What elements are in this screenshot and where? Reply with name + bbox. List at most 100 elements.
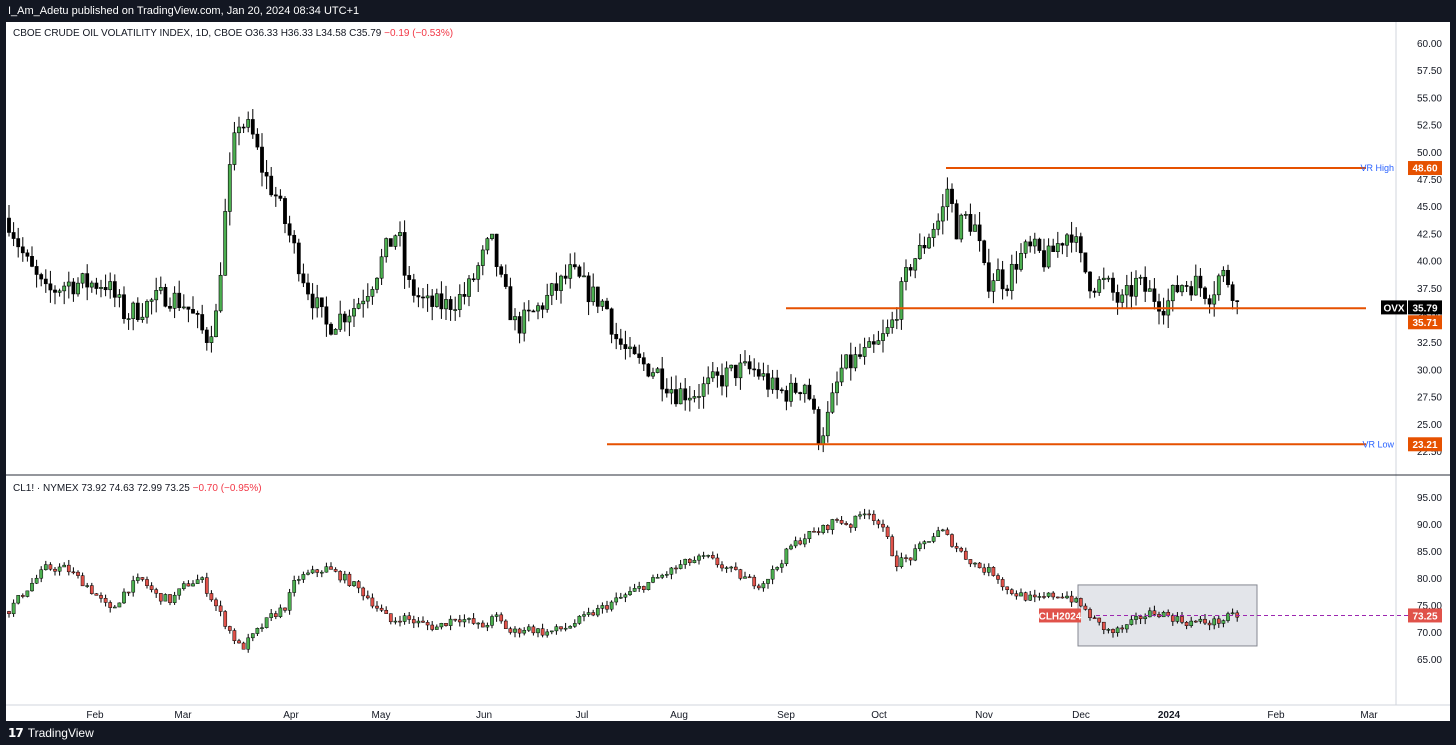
upper-legend-symbol: CBOE CRUDE OIL VOLATILITY INDEX, 1D, CBO… xyxy=(13,28,243,39)
cl-candle-body xyxy=(756,585,761,589)
upper-legend: CBOE CRUDE OIL VOLATILITY INDEX, 1D, CBO… xyxy=(13,28,453,39)
ovx-candle-body xyxy=(531,310,536,313)
ovx-candle-body xyxy=(315,297,320,309)
cl-candle-body xyxy=(996,575,1000,580)
ovx-candle-body xyxy=(1042,250,1046,268)
ovx-candle-body xyxy=(200,314,205,331)
ovx-candle-body xyxy=(1216,275,1221,296)
ovx-candle-body xyxy=(434,293,439,307)
ovx-candle-body xyxy=(411,279,416,296)
cl-candle-body xyxy=(683,558,688,565)
ovx-candle-body xyxy=(365,296,370,302)
cl-candle-body xyxy=(99,595,103,599)
cl-candle-body xyxy=(145,579,149,586)
ovx-candle-body xyxy=(145,301,149,318)
ovx-candle-body xyxy=(908,267,913,271)
ovx-candle-body xyxy=(301,273,306,284)
level-price-tag xyxy=(1408,437,1442,452)
ovx-candle-body xyxy=(126,318,131,320)
cl-candle-body xyxy=(370,597,375,607)
ovx-candle-body xyxy=(62,285,67,292)
ovx-candle-body xyxy=(462,294,467,297)
ovx-candle-body xyxy=(48,283,53,291)
ovx-last-price-tag-text: 35.79 xyxy=(1412,303,1437,314)
cl-candle-body xyxy=(779,563,784,568)
level-price-tag-text: 48.60 xyxy=(1412,164,1437,175)
x-tick: Aug xyxy=(670,710,688,721)
ovx-candle-body xyxy=(1230,284,1235,301)
cl-candle-body xyxy=(1138,616,1143,620)
cl-last-price-tag-text: 73.25 xyxy=(1412,611,1437,622)
ovx-candle-body xyxy=(1101,277,1106,280)
tradingview-logo[interactable]: 17 TradingView xyxy=(8,721,94,745)
ovx-candle-body xyxy=(715,371,720,376)
ovx-candle-body xyxy=(586,275,591,303)
ovx-candle-body xyxy=(761,373,766,377)
cl-candle-body xyxy=(490,616,494,626)
cl-candle-body xyxy=(1009,589,1014,594)
ovx-candle-body xyxy=(986,262,991,292)
upper-y-tick: 60.00 xyxy=(1417,39,1442,50)
cl-candle-body xyxy=(66,564,71,573)
ovx-candle-body xyxy=(158,287,163,291)
cl-candle-body xyxy=(296,579,301,581)
ovx-candle-body xyxy=(793,382,798,393)
ovx-candle-body xyxy=(871,341,876,345)
ovx-candle-body xyxy=(595,286,600,307)
cl-candle-body xyxy=(324,566,329,573)
cl-candle-body xyxy=(16,595,21,604)
ovx-candle-body xyxy=(181,306,186,309)
cl-candle-body xyxy=(471,618,476,624)
cl-candle-body xyxy=(1060,596,1065,599)
ovx-candle-body xyxy=(692,396,697,399)
ovx-candle-body xyxy=(140,316,145,320)
publish-text: I_Am_Adetu published on TradingView.com,… xyxy=(8,5,360,17)
ovx-candle-body xyxy=(30,256,34,267)
ovx-candle-body xyxy=(812,398,816,410)
cl-candle-body xyxy=(945,529,950,535)
ovx-candle-body xyxy=(697,396,701,398)
cl-candle-body xyxy=(890,536,895,557)
cl-candle-body xyxy=(1147,610,1152,618)
cl-candle-body xyxy=(1037,596,1042,598)
ovx-candle-body xyxy=(76,282,80,295)
level-price-tag xyxy=(1408,161,1442,176)
cl-candle-body xyxy=(637,586,642,589)
cl-candle-body xyxy=(600,605,605,609)
ovx-candle-body xyxy=(85,273,90,288)
chart-frame: 60.00 57.50 55.00 52.50 50.00 47.50 45.00 42.50… xyxy=(0,22,1456,721)
cl-candle-body xyxy=(793,540,798,547)
cl-candle-body xyxy=(25,590,30,597)
ovx-candle-body xyxy=(835,381,839,394)
ovx-candle-body xyxy=(867,341,872,348)
cl-candle-body xyxy=(117,602,122,608)
cl-candle-body xyxy=(618,596,623,599)
cl-candle-body xyxy=(582,614,586,617)
cl-candle-body xyxy=(1221,620,1226,624)
ovx-candle-body xyxy=(168,305,172,309)
ovx-candle-body xyxy=(361,300,366,305)
upper-y-tick: 25.00 xyxy=(1417,420,1442,431)
upper-legend-open: O36.33 xyxy=(245,28,278,39)
ovx-candle-body xyxy=(439,293,444,310)
cl-candle-body xyxy=(885,526,890,537)
ovx-candle-body xyxy=(747,361,752,370)
cl-candle-body xyxy=(1055,596,1060,599)
cl-candle-body xyxy=(1203,618,1207,624)
cl-candle-body xyxy=(388,613,393,623)
cl-candle-body xyxy=(191,583,195,587)
cl-candle-body xyxy=(674,567,678,570)
ovx-candle-body xyxy=(471,278,476,281)
cl-candle-body xyxy=(71,571,76,574)
ovx-candle-body xyxy=(614,334,619,340)
cl-candle-body xyxy=(1028,594,1033,601)
ovx-candle-body xyxy=(16,238,21,248)
ovx-candle-body xyxy=(444,299,448,310)
chart-area[interactable]: 60.00 57.50 55.00 52.50 50.00 47.50 45.00 42.50… xyxy=(6,22,1450,721)
ovx-candle-body xyxy=(80,273,85,284)
lower-y-tick: 75.00 xyxy=(1417,601,1442,612)
ovx-candle-body xyxy=(710,371,715,379)
cl-candle-body xyxy=(577,615,582,624)
chart-svg[interactable]: 60.00 57.50 55.00 52.50 50.00 47.50 45.00 42.50… xyxy=(6,22,1450,721)
cl-candle-body xyxy=(485,625,490,628)
